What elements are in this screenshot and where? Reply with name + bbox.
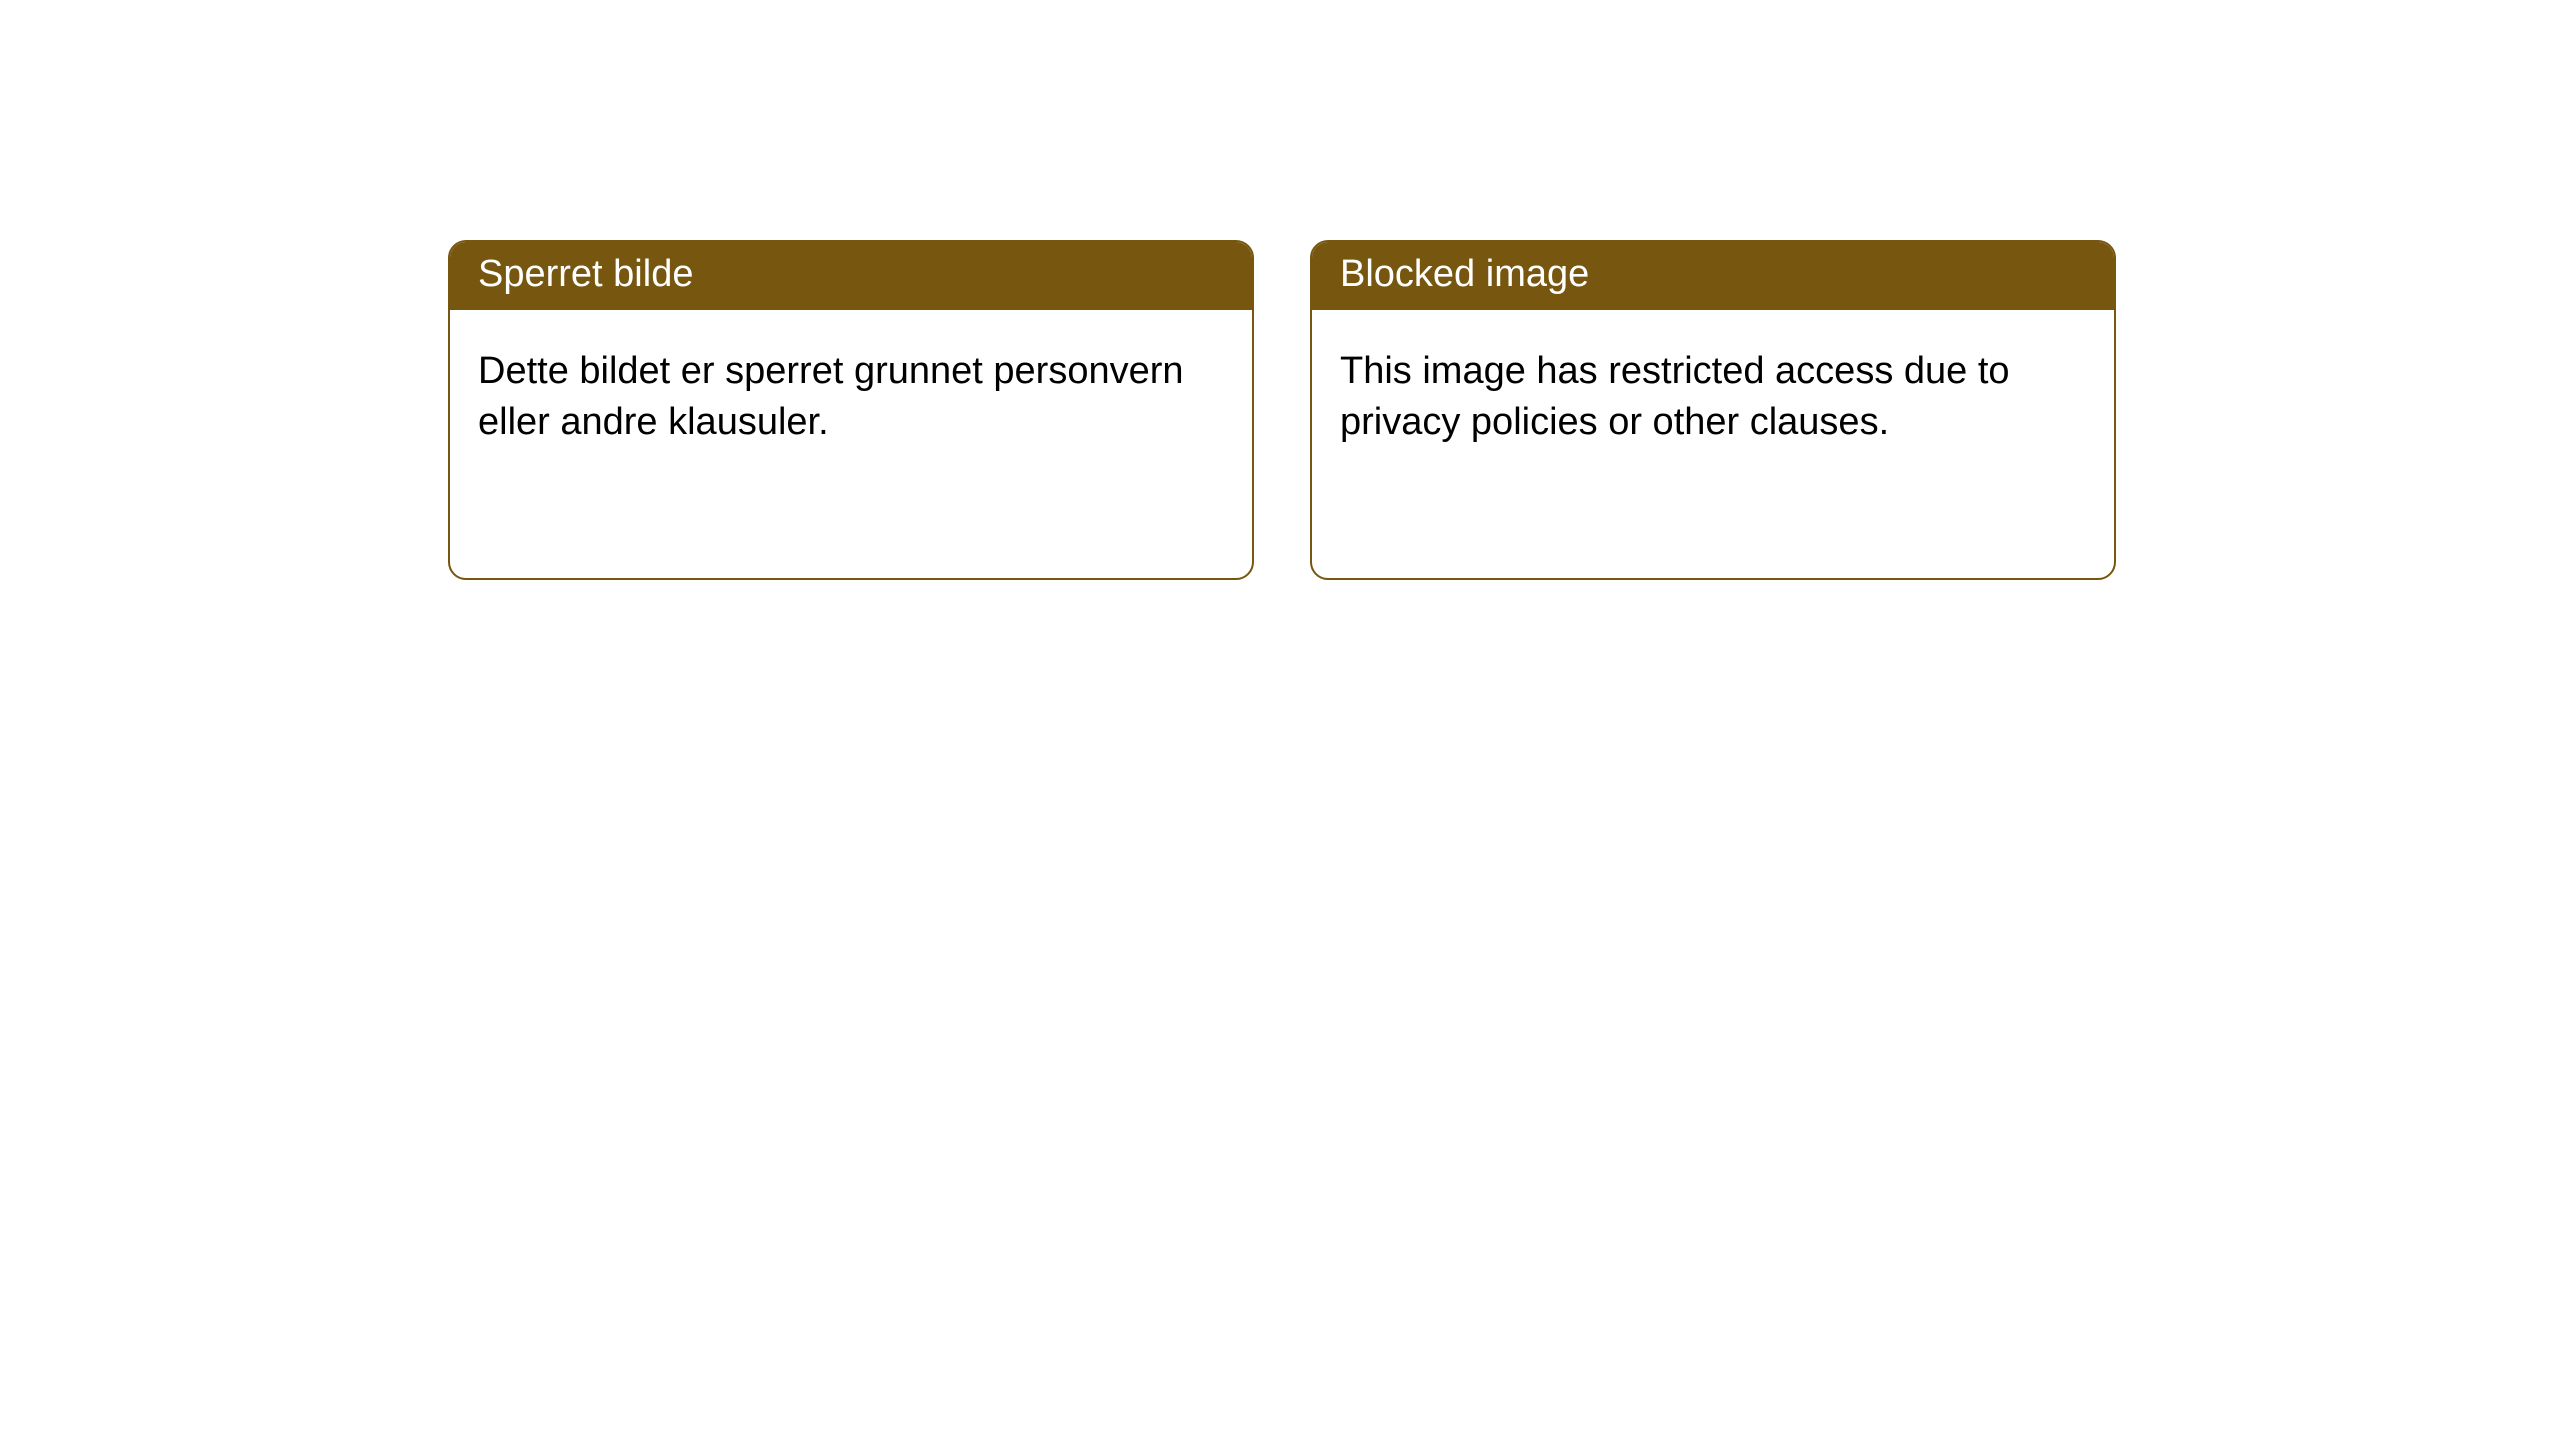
card-header: Blocked image <box>1312 242 2114 310</box>
card-body-text: This image has restricted access due to … <box>1340 350 2010 443</box>
blocked-image-card-en: Blocked image This image has restricted … <box>1310 240 2116 580</box>
card-body: This image has restricted access due to … <box>1312 310 2114 578</box>
notice-container: Sperret bilde Dette bildet er sperret gr… <box>0 0 2560 580</box>
blocked-image-card-no: Sperret bilde Dette bildet er sperret gr… <box>448 240 1254 580</box>
card-title: Sperret bilde <box>478 253 693 295</box>
card-body: Dette bildet er sperret grunnet personve… <box>450 310 1252 578</box>
card-header: Sperret bilde <box>450 242 1252 310</box>
card-title: Blocked image <box>1340 253 1589 295</box>
card-body-text: Dette bildet er sperret grunnet personve… <box>478 350 1184 443</box>
